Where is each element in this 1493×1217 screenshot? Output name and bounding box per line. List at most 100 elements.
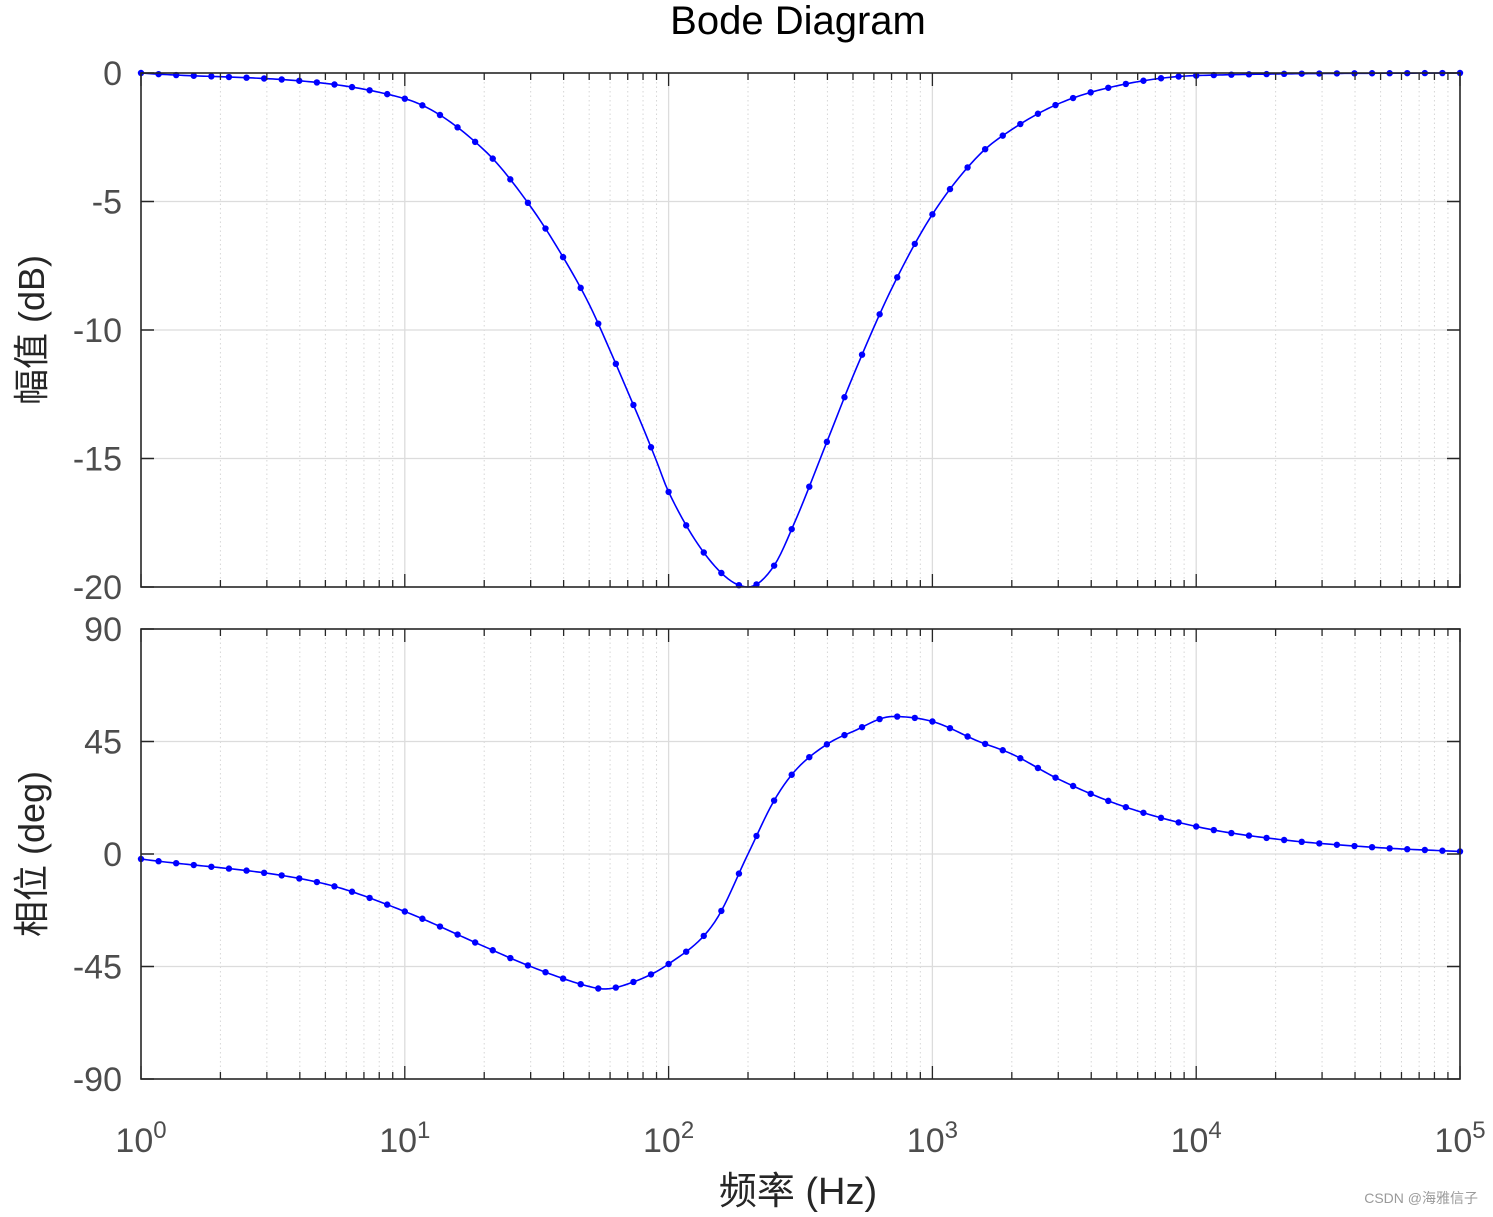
- magnitude-point: [243, 74, 250, 81]
- phase-point: [806, 753, 813, 761]
- phase-point: [1140, 809, 1147, 816]
- phase-point: [682, 948, 690, 955]
- magnitude-point: [401, 95, 408, 102]
- magnitude-point: [225, 73, 233, 81]
- magnitude-point: [471, 138, 479, 146]
- phase-point: [718, 907, 725, 915]
- phase-point: [946, 724, 954, 732]
- phase-point: [260, 869, 268, 877]
- phase-point: [1157, 814, 1165, 822]
- phase-point: [1368, 843, 1376, 851]
- phase-point: [348, 888, 356, 895]
- magnitude-point: [946, 185, 954, 193]
- phase-point: [1017, 755, 1024, 762]
- phase-series: [137, 713, 1464, 992]
- magnitude-point: [348, 83, 356, 91]
- phase-point: [1404, 846, 1411, 853]
- magnitude-point: [647, 444, 655, 451]
- magnitude-point: [929, 211, 936, 218]
- magnitude-y-tick-label: -20: [73, 569, 122, 607]
- phase-point: [225, 865, 233, 872]
- magnitude-point: [823, 438, 831, 446]
- phase-y-tick-label: 90: [84, 611, 122, 649]
- phase-point: [735, 870, 743, 877]
- phase-point: [1228, 829, 1235, 837]
- phase-point: [1333, 841, 1341, 848]
- phase-point: [647, 971, 655, 978]
- magnitude-point: [190, 72, 197, 79]
- phase-curve: [140, 715, 1461, 990]
- x-axis-label: 频率 (Hz): [719, 1171, 877, 1213]
- phase-point: [542, 968, 549, 976]
- phase-point: [366, 894, 373, 902]
- phase-point: [770, 797, 778, 804]
- magnitude-axes: 0 -5 -10 -15 -20: [73, 55, 1464, 607]
- phase-point: [929, 718, 936, 725]
- phase-point: [894, 713, 901, 720]
- magnitude-point: [964, 164, 971, 171]
- phase-point: [911, 714, 919, 722]
- magnitude-point: [665, 488, 672, 496]
- magnitude-curve: [140, 72, 1461, 588]
- phase-point: [858, 723, 866, 731]
- magnitude-point: [419, 102, 426, 109]
- magnitude-point: [1034, 110, 1042, 117]
- magnitude-point: [489, 155, 496, 162]
- phase-point: [1034, 764, 1042, 772]
- phase-point: [296, 875, 303, 882]
- magnitude-point: [806, 483, 813, 490]
- magnitude-y-ticks: 0 -5 -10 -15 -20: [73, 55, 1461, 607]
- phase-point: [1439, 847, 1446, 854]
- phase-point: [559, 975, 567, 982]
- magnitude-y-tick-label: 0: [103, 55, 122, 93]
- magnitude-point: [524, 199, 532, 207]
- magnitude-point: [770, 562, 778, 569]
- magnitude-point: [559, 253, 567, 261]
- magnitude-point: [894, 274, 901, 281]
- magnitude-point: [682, 522, 690, 529]
- magnitude-point: [1052, 101, 1059, 109]
- phase-point: [436, 923, 444, 930]
- x-tick-label: 101: [379, 1117, 430, 1160]
- x-tick-label: 100: [115, 1117, 166, 1160]
- phase-point: [595, 985, 602, 992]
- magnitude-y-tick-label: -10: [73, 312, 122, 350]
- phase-point: [753, 832, 760, 840]
- phase-y-axis-label: 相位 (deg): [11, 771, 52, 937]
- phase-point: [1193, 823, 1200, 830]
- phase-point: [1245, 832, 1253, 839]
- magnitude-point: [331, 81, 338, 88]
- magnitude-point: [260, 75, 268, 82]
- magnitude-point: [208, 73, 215, 80]
- phase-point: [507, 954, 514, 962]
- phase-point: [1280, 836, 1288, 844]
- magnitude-point: [1140, 77, 1147, 84]
- phase-point: [1052, 774, 1059, 781]
- phase-point: [454, 931, 461, 938]
- phase-point: [630, 978, 637, 986]
- x-tick-labels: 100 101 102 103 104 105: [115, 1117, 1485, 1160]
- phase-point: [964, 733, 971, 740]
- phase-y-tick-label: 0: [103, 836, 122, 874]
- magnitude-point: [1087, 89, 1094, 96]
- magnitude-point: [1105, 84, 1112, 91]
- phase-point: [208, 863, 215, 870]
- phase-point: [278, 872, 285, 879]
- phase-point: [1421, 846, 1429, 854]
- phase-point: [1210, 826, 1217, 834]
- magnitude-point: [454, 124, 461, 131]
- phase-point: [999, 747, 1006, 754]
- magnitude-point: [155, 70, 162, 78]
- magnitude-y-tick-label: -5: [92, 184, 122, 222]
- magnitude-point: [1069, 94, 1077, 102]
- magnitude-point: [911, 240, 919, 248]
- magnitude-point: [278, 76, 285, 83]
- phase-point: [1386, 845, 1393, 852]
- phase-point: [1316, 840, 1323, 847]
- watermark: CSDN @海雅信子: [1364, 1190, 1478, 1206]
- phase-point: [1298, 838, 1305, 846]
- phase-point: [700, 932, 707, 940]
- x-tick-label: 105: [1434, 1117, 1485, 1160]
- magnitude-point: [507, 176, 514, 183]
